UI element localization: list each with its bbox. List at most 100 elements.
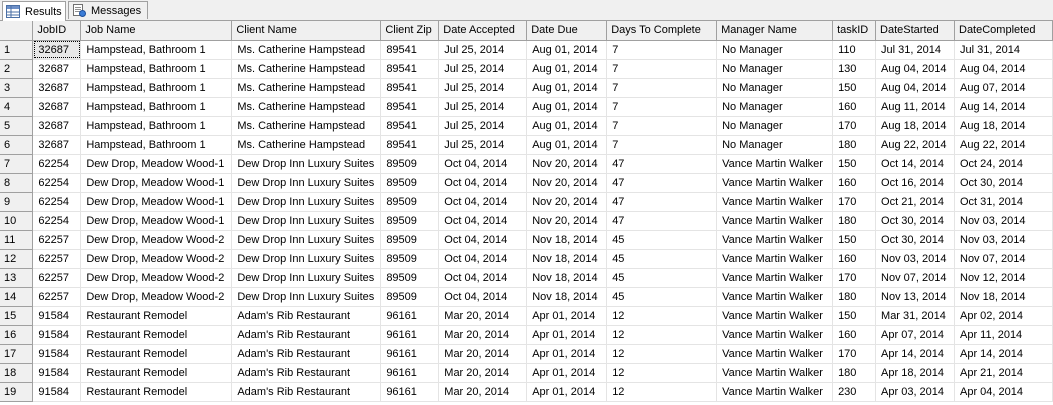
- table-cell[interactable]: 170: [832, 344, 877, 364]
- table-cell[interactable]: Nov 20, 2014: [526, 154, 608, 174]
- table-cell[interactable]: Dew Drop, Meadow Wood-2: [80, 268, 233, 288]
- column-header[interactable]: DateStarted: [875, 21, 955, 41]
- table-cell[interactable]: Mar 20, 2014: [438, 325, 528, 345]
- table-cell[interactable]: Ms. Catherine Hampstead: [231, 78, 382, 98]
- table-cell[interactable]: No Manager: [716, 78, 834, 98]
- table-cell[interactable]: 150: [832, 78, 877, 98]
- table-cell[interactable]: Vance Martin Walker: [716, 268, 834, 288]
- table-cell[interactable]: Vance Martin Walker: [716, 249, 834, 269]
- table-cell[interactable]: 32687: [32, 78, 82, 98]
- column-header[interactable]: Client Name: [231, 21, 382, 41]
- table-cell[interactable]: Jul 25, 2014: [438, 97, 528, 117]
- table-cell[interactable]: 32687: [32, 116, 82, 136]
- table-cell[interactable]: Nov 07, 2014: [954, 249, 1053, 269]
- column-header[interactable]: JobID: [32, 21, 82, 41]
- table-cell[interactable]: Hampstead, Bathroom 1: [80, 78, 233, 98]
- table-cell[interactable]: 47: [606, 173, 718, 193]
- table-cell[interactable]: 150: [832, 230, 877, 250]
- table-cell[interactable]: Aug 22, 2014: [954, 135, 1053, 155]
- table-cell[interactable]: 89541: [380, 135, 440, 155]
- table-cell[interactable]: Dew Drop Inn Luxury Suites: [231, 192, 382, 212]
- table-cell[interactable]: Dew Drop Inn Luxury Suites: [231, 173, 382, 193]
- table-cell[interactable]: Hampstead, Bathroom 1: [80, 97, 233, 117]
- table-cell[interactable]: Oct 04, 2014: [438, 211, 528, 231]
- table-cell[interactable]: Aug 01, 2014: [526, 97, 608, 117]
- table-cell[interactable]: 96161: [380, 325, 440, 345]
- table-cell[interactable]: Restaurant Remodel: [80, 325, 233, 345]
- table-cell[interactable]: 91584: [32, 306, 82, 326]
- table-row[interactable]: 9 62254 Dew Drop, Meadow Wood-1 Dew Drop In…: [0, 192, 1053, 212]
- tab-results[interactable]: Results: [2, 1, 66, 21]
- table-cell[interactable]: 62254: [32, 173, 82, 193]
- table-cell[interactable]: Ms. Catherine Hampstead: [231, 59, 382, 79]
- table-cell[interactable]: 96161: [380, 344, 440, 364]
- table-cell[interactable]: Oct 31, 2014: [954, 192, 1053, 212]
- table-cell[interactable]: Vance Martin Walker: [716, 211, 834, 231]
- table-cell[interactable]: 170: [832, 116, 877, 136]
- table-row[interactable]: 2 32687 Hampstead, Bathroom 1 Ms. Catherine…: [0, 59, 1053, 79]
- table-cell[interactable]: 89541: [380, 116, 440, 136]
- table-cell[interactable]: 89509: [380, 211, 440, 231]
- table-row[interactable]: 13 62257 Dew Drop, Meadow Wood-2 Dew Drop I…: [0, 268, 1053, 288]
- row-number[interactable]: 5: [0, 116, 34, 136]
- table-cell[interactable]: 150: [832, 154, 877, 174]
- row-number[interactable]: 15: [0, 306, 34, 326]
- table-cell[interactable]: 89509: [380, 173, 440, 193]
- table-cell[interactable]: Oct 24, 2014: [954, 154, 1053, 174]
- table-cell[interactable]: Ms. Catherine Hampstead: [231, 135, 382, 155]
- table-cell[interactable]: Jul 31, 2014: [954, 40, 1053, 60]
- row-number[interactable]: 12: [0, 249, 34, 269]
- table-cell[interactable]: No Manager: [716, 135, 834, 155]
- table-cell[interactable]: Aug 01, 2014: [526, 78, 608, 98]
- results-grid[interactable]: JobID Job Name Client Name Client Zip Date A…: [0, 21, 1053, 405]
- table-cell[interactable]: Aug 01, 2014: [526, 59, 608, 79]
- table-cell[interactable]: 45: [606, 287, 718, 307]
- table-cell[interactable]: Apr 11, 2014: [954, 325, 1053, 345]
- table-cell[interactable]: Aug 22, 2014: [875, 135, 955, 155]
- column-header[interactable]: Manager Name: [716, 21, 834, 41]
- table-cell[interactable]: 32687: [32, 135, 82, 155]
- table-cell[interactable]: Nov 12, 2014: [954, 268, 1053, 288]
- table-cell[interactable]: Ms. Catherine Hampstead: [231, 40, 382, 60]
- table-cell[interactable]: 12: [606, 306, 718, 326]
- table-cell[interactable]: 180: [832, 287, 877, 307]
- table-cell[interactable]: Jul 25, 2014: [438, 59, 528, 79]
- table-row[interactable]: 3 32687 Hampstead, Bathroom 1 Ms. Catherine…: [0, 78, 1053, 98]
- table-row[interactable]: 6 32687 Hampstead, Bathroom 1 Ms. Catherine…: [0, 135, 1053, 155]
- table-cell[interactable]: Hampstead, Bathroom 1: [80, 135, 233, 155]
- table-cell[interactable]: Dew Drop Inn Luxury Suites: [231, 154, 382, 174]
- table-cell[interactable]: Oct 16, 2014: [875, 173, 955, 193]
- table-cell[interactable]: Mar 20, 2014: [438, 306, 528, 326]
- table-cell[interactable]: Vance Martin Walker: [716, 173, 834, 193]
- table-cell[interactable]: Apr 01, 2014: [526, 344, 608, 364]
- table-cell[interactable]: Aug 01, 2014: [526, 135, 608, 155]
- table-cell[interactable]: Aug 04, 2014: [954, 59, 1053, 79]
- table-cell[interactable]: Vance Martin Walker: [716, 154, 834, 174]
- table-cell[interactable]: 96161: [380, 363, 440, 383]
- table-cell[interactable]: 89541: [380, 59, 440, 79]
- table-cell[interactable]: Aug 18, 2014: [875, 116, 955, 136]
- table-cell[interactable]: Vance Martin Walker: [716, 325, 834, 345]
- table-cell[interactable]: Dew Drop, Meadow Wood-1: [80, 173, 233, 193]
- table-cell[interactable]: Oct 14, 2014: [875, 154, 955, 174]
- row-number[interactable]: 16: [0, 325, 34, 345]
- table-cell[interactable]: No Manager: [716, 40, 834, 60]
- table-cell[interactable]: 7: [606, 59, 718, 79]
- table-cell[interactable]: 12: [606, 363, 718, 383]
- table-cell[interactable]: Oct 04, 2014: [438, 230, 528, 250]
- table-cell[interactable]: 45: [606, 268, 718, 288]
- table-cell[interactable]: 7: [606, 97, 718, 117]
- row-number[interactable]: 19: [0, 382, 34, 402]
- table-cell[interactable]: Nov 20, 2014: [526, 211, 608, 231]
- table-cell[interactable]: 12: [606, 382, 718, 402]
- table-cell[interactable]: Vance Martin Walker: [716, 344, 834, 364]
- table-row[interactable]: 16 91584 Restaurant Remodel Adam's Rib Rest…: [0, 325, 1053, 345]
- table-cell[interactable]: 91584: [32, 325, 82, 345]
- table-cell[interactable]: Vance Martin Walker: [716, 287, 834, 307]
- table-cell[interactable]: 89541: [380, 40, 440, 60]
- table-cell[interactable]: Restaurant Remodel: [80, 306, 233, 326]
- table-cell[interactable]: 62257: [32, 268, 82, 288]
- table-row[interactable]: 1 32687 Hampstead, Bathroom 1 Ms. Catherine…: [0, 40, 1053, 60]
- row-number[interactable]: 14: [0, 287, 34, 307]
- table-cell[interactable]: 32687: [32, 97, 82, 117]
